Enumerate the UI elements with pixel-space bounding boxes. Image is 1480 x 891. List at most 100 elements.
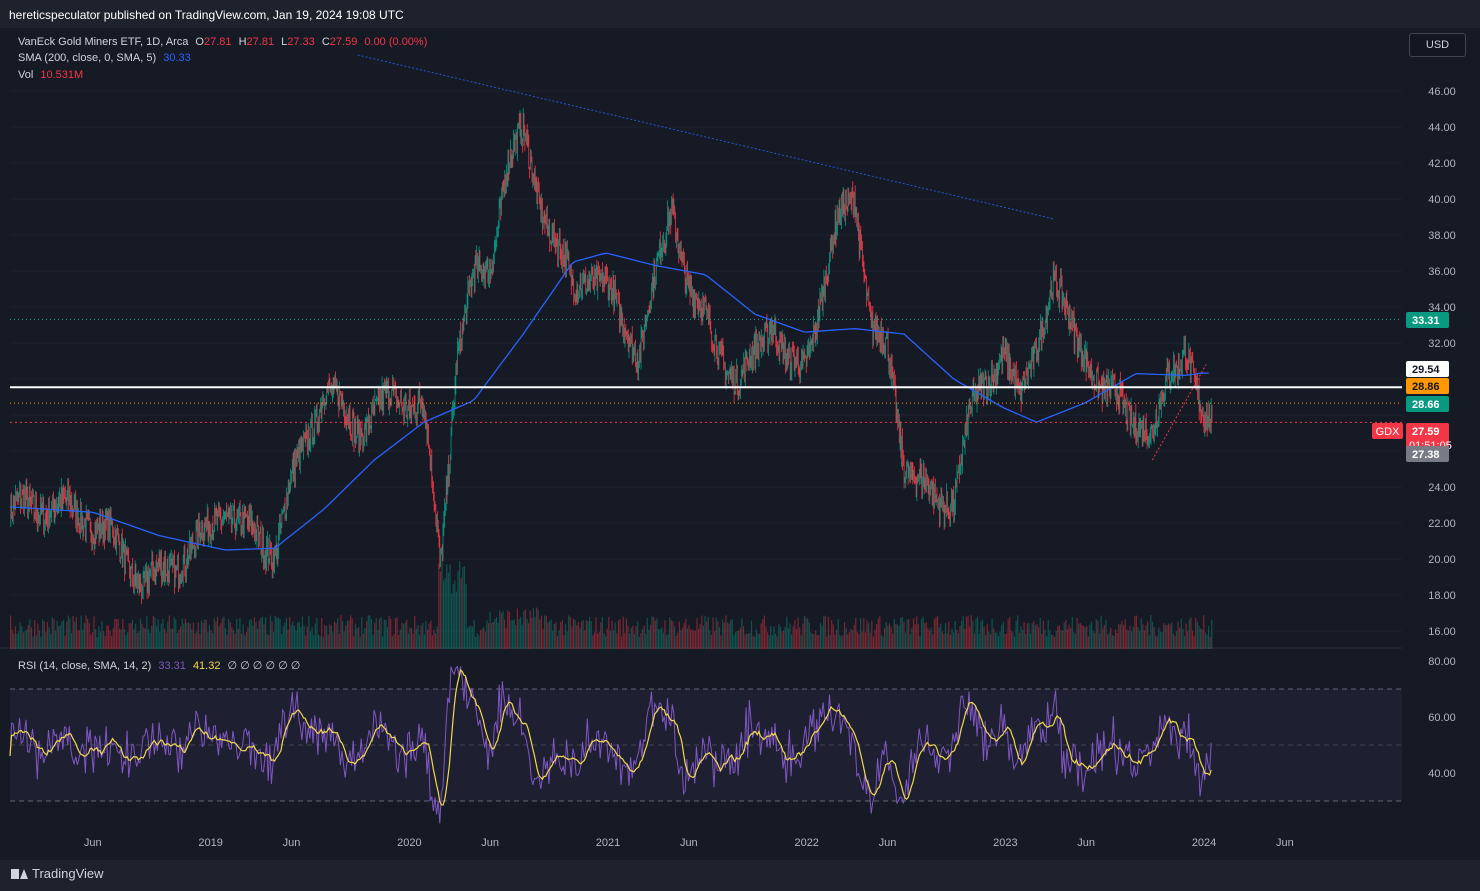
volume-bar: [882, 636, 884, 649]
volume-bar: [962, 615, 964, 649]
volume-bar: [298, 621, 300, 649]
volume-bar: [669, 617, 671, 649]
volume-bar: [816, 635, 818, 649]
tradingview-logo[interactable]: TradingView: [11, 866, 104, 881]
volume-bar: [215, 621, 217, 649]
volume-bar: [399, 629, 401, 649]
volume-bar: [223, 616, 225, 649]
volume-bar: [11, 629, 13, 649]
volume-bar: [42, 619, 44, 649]
volume-bar: [742, 626, 745, 649]
volume-bar: [794, 620, 796, 649]
volume-bar: [755, 629, 757, 649]
change-value: 0.00 (0.00%): [364, 36, 428, 48]
volume-bar: [864, 632, 866, 649]
volume-bar: [167, 621, 169, 649]
volume-bar: [300, 627, 302, 649]
volume-bar: [247, 627, 249, 649]
volume-bar: [726, 622, 729, 649]
volume-bar: [261, 616, 263, 649]
volume-bar: [471, 626, 474, 649]
volume-bar: [221, 618, 223, 649]
volume-bar: [770, 626, 772, 649]
volume-bar: [954, 621, 956, 649]
volume-bar: [1031, 623, 1033, 649]
volume-bar: [231, 627, 233, 649]
volume-bar: [35, 635, 37, 649]
volume-bar: [284, 622, 286, 649]
volume-legend[interactable]: Vol 10.531M: [18, 69, 83, 81]
volume-bar: [487, 623, 490, 649]
volume-bar: [757, 633, 759, 649]
volume-bar: [808, 622, 810, 649]
volume-bar: [77, 630, 79, 649]
volume-bar: [851, 630, 854, 649]
volume-bar: [625, 618, 628, 649]
volume-bar: [170, 628, 172, 649]
time-tick-label: 2020: [397, 837, 421, 849]
volume-bar: [242, 624, 244, 649]
volume-bar: [906, 619, 908, 649]
volume-bar: [627, 625, 629, 649]
volume-bar: [1129, 625, 1131, 649]
volume-bar: [547, 622, 549, 649]
volume-bar: [51, 617, 53, 649]
volume-bar: [470, 625, 472, 649]
volume-bar: [935, 617, 937, 649]
volume-bar: [410, 628, 413, 649]
volume-bar: [1158, 627, 1160, 649]
volume-bar: [1029, 633, 1032, 649]
volume-bar: [188, 622, 190, 649]
volume-bar: [789, 623, 791, 649]
volume-bar: [673, 626, 676, 649]
chart-panel[interactable]: 46.00 44.00 42.00 40.00 38.00 36.00 34.00 32.00…: [0, 28, 1480, 860]
volume-bar: [853, 624, 855, 649]
volume-bar: [465, 584, 467, 649]
volume-bar: [18, 631, 20, 649]
volume-bar: [123, 629, 126, 649]
volume-bar: [1079, 623, 1081, 649]
volume-bar: [1195, 617, 1197, 649]
price-tick-label: 32.00: [1428, 338, 1456, 350]
volume-bar: [720, 635, 722, 649]
volume-bar: [492, 622, 494, 649]
volume-bar: [192, 622, 195, 649]
volume-bar: [919, 635, 921, 649]
volume-bar: [728, 623, 730, 649]
volume-bar: [961, 620, 963, 649]
volume-bar: [683, 623, 685, 649]
volume-bar: [1086, 625, 1088, 649]
volume-bar: [220, 623, 222, 649]
volume-bar: [584, 630, 586, 649]
rsi-ma-value: 41.32: [192, 660, 221, 672]
volume-bar: [430, 620, 432, 649]
sma-legend[interactable]: SMA (200, close, 0, SMA, 5) 30.33: [18, 52, 191, 64]
price-badge: 29.54: [1406, 361, 1449, 377]
volume-bar: [72, 615, 74, 649]
price-tick-label: 18.00: [1428, 590, 1456, 602]
volume-bar: [459, 561, 461, 649]
volume-bar: [855, 617, 857, 649]
volume-bar: [337, 618, 339, 649]
volume-bar: [665, 635, 668, 649]
volume-bar: [205, 619, 207, 649]
volume-bar: [37, 623, 39, 649]
rsi-legend[interactable]: RSI (14, close, SMA, 14, 2) 33.31 41.32 …: [18, 659, 300, 672]
rsi-axis: 80.00 60.00 40.00: [1428, 656, 1456, 780]
volume-bar: [260, 618, 262, 649]
volume-bar: [449, 564, 451, 649]
volume-bar: [1122, 625, 1125, 649]
currency-button[interactable]: USD: [1409, 33, 1466, 57]
volume-bar: [1196, 621, 1198, 649]
published-info: hereticspeculator published on TradingVi…: [9, 8, 404, 22]
volume-bar: [1052, 634, 1054, 649]
volume-bar: [648, 629, 650, 649]
volume-bar: [1017, 615, 1019, 649]
volume-bar: [661, 627, 663, 649]
price-badge: 28.86: [1406, 378, 1449, 394]
volume-bar: [970, 615, 972, 649]
volume-bar: [925, 622, 927, 649]
price-chart[interactable]: 46.00 44.00 42.00 40.00 38.00 36.00 34.00 32.00…: [0, 28, 1480, 860]
volume-bar: [1026, 623, 1028, 649]
volume-bar: [1147, 621, 1149, 649]
